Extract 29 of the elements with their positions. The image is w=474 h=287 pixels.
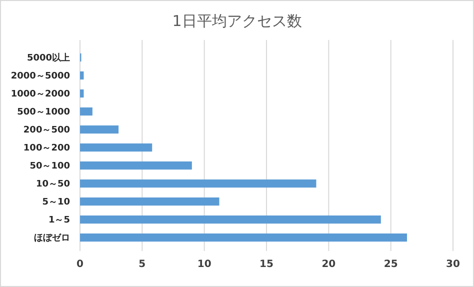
bar — [80, 71, 84, 80]
y-tick-label: 100～200 — [23, 144, 70, 154]
bar — [80, 125, 119, 134]
bar — [80, 197, 220, 206]
bar — [80, 143, 152, 152]
y-tick-label: 10～50 — [36, 180, 70, 190]
x-tick-label: 5 — [138, 259, 146, 270]
x-tick-label: 20 — [322, 259, 336, 270]
x-tick-label: 15 — [260, 259, 274, 270]
y-tick-label: 5000以上 — [26, 52, 70, 64]
chart-title: 1日平均アクセス数 — [172, 12, 302, 30]
bar — [80, 161, 192, 170]
y-tick-label: 200～500 — [23, 126, 70, 136]
x-tick-label: 0 — [76, 259, 84, 270]
y-tick-label: 1000～2000 — [10, 90, 70, 100]
x-tick-label: 10 — [197, 259, 212, 270]
bar — [80, 179, 316, 188]
y-tick-label: 500～1000 — [17, 108, 70, 118]
y-tick-label: 1～5 — [48, 216, 70, 226]
bar — [80, 233, 407, 242]
y-tick-label: 5～10 — [42, 198, 70, 208]
bar — [80, 107, 92, 116]
y-tick-label: 2000～5000 — [10, 72, 70, 82]
y-tick-label: ほぼゼロ — [34, 232, 70, 244]
x-tick-label: 25 — [384, 259, 398, 270]
bar — [80, 215, 381, 224]
bar — [80, 89, 84, 98]
y-tick-label: 50～100 — [30, 162, 70, 172]
x-tick-label: 30 — [446, 259, 460, 270]
